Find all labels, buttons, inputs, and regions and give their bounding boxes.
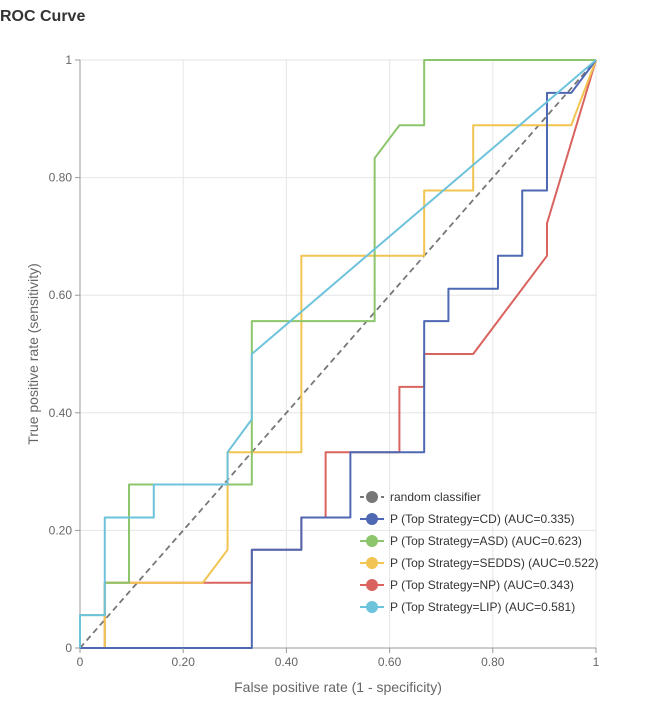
x-tick-label: 0.20: [172, 655, 196, 669]
tick-layer: 0 0.20 0.40 0.60 0.80 1 0 0.20 0.40 0.60 0.80 1: [49, 53, 600, 669]
y-tick-label: 0: [65, 641, 72, 655]
series-layer: [79, 59, 597, 649]
y-tick-label: 0.20: [49, 523, 73, 537]
x-tick-label: 0.80: [481, 655, 505, 669]
y-tick-label: 0.40: [49, 406, 73, 420]
x-tick-label: 1: [593, 655, 600, 669]
legend-marker: [366, 557, 378, 569]
legend-marker: [366, 491, 378, 503]
legend-label[interactable]: random classifier: [390, 490, 481, 504]
x-axis-title: False positive rate (1 - specificity): [234, 679, 442, 695]
x-tick-label: 0: [77, 655, 84, 669]
legend-marker: [366, 579, 378, 591]
legend-marker: [366, 601, 378, 613]
y-tick-label: 0.60: [49, 288, 73, 302]
legend-label[interactable]: P (Top Strategy=ASD) (AUC=0.623): [390, 534, 582, 548]
y-tick-label: 0.80: [49, 171, 73, 185]
legend-label[interactable]: P (Top Strategy=CD) (AUC=0.335): [390, 512, 575, 526]
series-line-1: [80, 59, 597, 649]
legend-label[interactable]: P (Top Strategy=LIP) (AUC=0.581): [390, 600, 575, 614]
x-tick-label: 0.60: [378, 655, 402, 669]
y-axis-title: True positive rate (sensitivity): [25, 263, 41, 445]
series-line-0: [79, 59, 597, 649]
legend: random classifier P (Top Strategy=CD) (AU…: [360, 490, 599, 614]
x-tick-label: 0.40: [275, 655, 299, 669]
series-line-5: [79, 59, 597, 648]
chart-title: ROC Curve: [0, 8, 86, 25]
legend-marker: [366, 535, 378, 547]
legend-marker: [366, 513, 378, 525]
y-tick-label: 1: [65, 53, 72, 67]
legend-label[interactable]: P (Top Strategy=NP) (AUC=0.343): [390, 578, 574, 592]
legend-label[interactable]: P (Top Strategy=SEDDS) (AUC=0.522): [390, 556, 599, 570]
grid-layer: [80, 59, 597, 648]
